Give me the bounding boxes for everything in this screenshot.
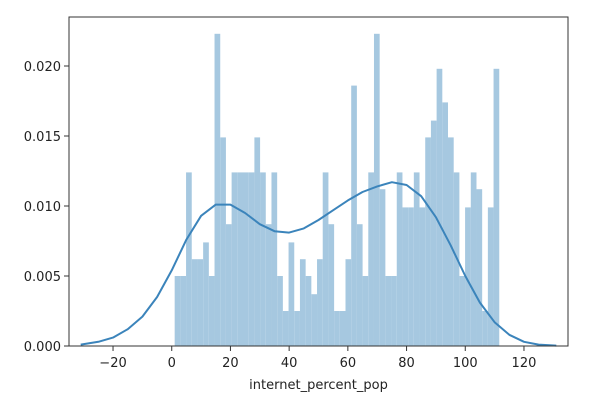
histogram-bar	[311, 294, 317, 346]
histogram-bar	[215, 34, 221, 346]
histogram-bar	[220, 137, 226, 346]
histogram-bar	[488, 207, 494, 346]
histogram-bar	[232, 172, 238, 346]
histogram-bar	[237, 172, 243, 346]
x-tick-label: 20	[222, 356, 239, 371]
histogram-bar	[471, 172, 477, 346]
histogram-bar	[414, 172, 420, 346]
histogram-bar	[437, 69, 443, 346]
x-axis-label: internet_percent_pop	[249, 378, 388, 393]
histogram-bar	[306, 276, 312, 346]
histogram-bar	[266, 224, 272, 346]
x-tick-label: 80	[398, 356, 415, 371]
histogram-bar	[397, 172, 403, 346]
histogram-bar	[271, 172, 277, 346]
histogram-bar	[494, 69, 500, 346]
x-tick-label: 60	[340, 356, 357, 371]
histogram-bar	[289, 242, 295, 346]
histogram-bar	[249, 172, 255, 346]
histogram-bar	[260, 172, 266, 346]
histogram-bar	[192, 259, 198, 346]
x-tick-label: 120	[512, 356, 537, 371]
histogram-bar	[277, 276, 283, 346]
histogram-bar	[420, 207, 426, 346]
histogram-bar	[459, 276, 465, 346]
histogram-bar	[328, 224, 334, 346]
histogram-bar	[197, 259, 203, 346]
histogram-bar	[380, 189, 386, 346]
y-tick-label: 0.015	[24, 130, 61, 145]
x-axis: −20 0 20 40 60 80 100 120	[99, 346, 536, 371]
histogram-bar	[186, 172, 192, 346]
histogram-bar	[357, 224, 363, 346]
histogram-bars	[175, 34, 500, 346]
histogram-bar	[363, 276, 369, 346]
histogram-bar	[323, 172, 329, 346]
histogram-bar	[408, 207, 414, 346]
histogram-bar	[294, 311, 300, 346]
x-tick-label: −20	[99, 356, 126, 371]
histogram-bar	[317, 259, 323, 346]
histogram-bar	[402, 207, 408, 346]
histogram-bar	[346, 259, 352, 346]
y-tick-label: 0.000	[24, 340, 61, 355]
histogram-bar	[391, 276, 397, 346]
y-tick-label: 0.010	[24, 200, 61, 215]
histogram-bar	[175, 276, 181, 346]
histogram-bar	[243, 172, 249, 346]
histogram-bar	[226, 224, 232, 346]
x-tick-label: 40	[281, 356, 298, 371]
x-tick-label: 100	[453, 356, 478, 371]
histogram-bar	[334, 311, 340, 346]
histogram-bar	[368, 172, 374, 346]
histogram-bar	[482, 311, 488, 346]
histogram-bar	[209, 276, 215, 346]
y-tick-label: 0.020	[24, 60, 61, 75]
histogram-bar	[476, 189, 482, 346]
histogram-bar	[385, 276, 391, 346]
histogram-bar	[300, 259, 306, 346]
histogram-bar	[351, 86, 357, 346]
histogram-bar	[442, 102, 448, 346]
histogram-bar	[374, 34, 380, 346]
y-axis: 0.000 0.005 0.010 0.015 0.020	[24, 60, 69, 355]
histogram-bar	[180, 276, 186, 346]
histogram-bar	[254, 137, 260, 346]
y-tick-label: 0.005	[24, 270, 61, 285]
x-tick-label: 0	[168, 356, 176, 371]
histogram-bar	[425, 137, 431, 346]
histogram-bar	[340, 311, 346, 346]
histogram-bar	[203, 242, 209, 346]
histogram-bar	[431, 121, 437, 346]
histogram-bar	[283, 311, 289, 346]
